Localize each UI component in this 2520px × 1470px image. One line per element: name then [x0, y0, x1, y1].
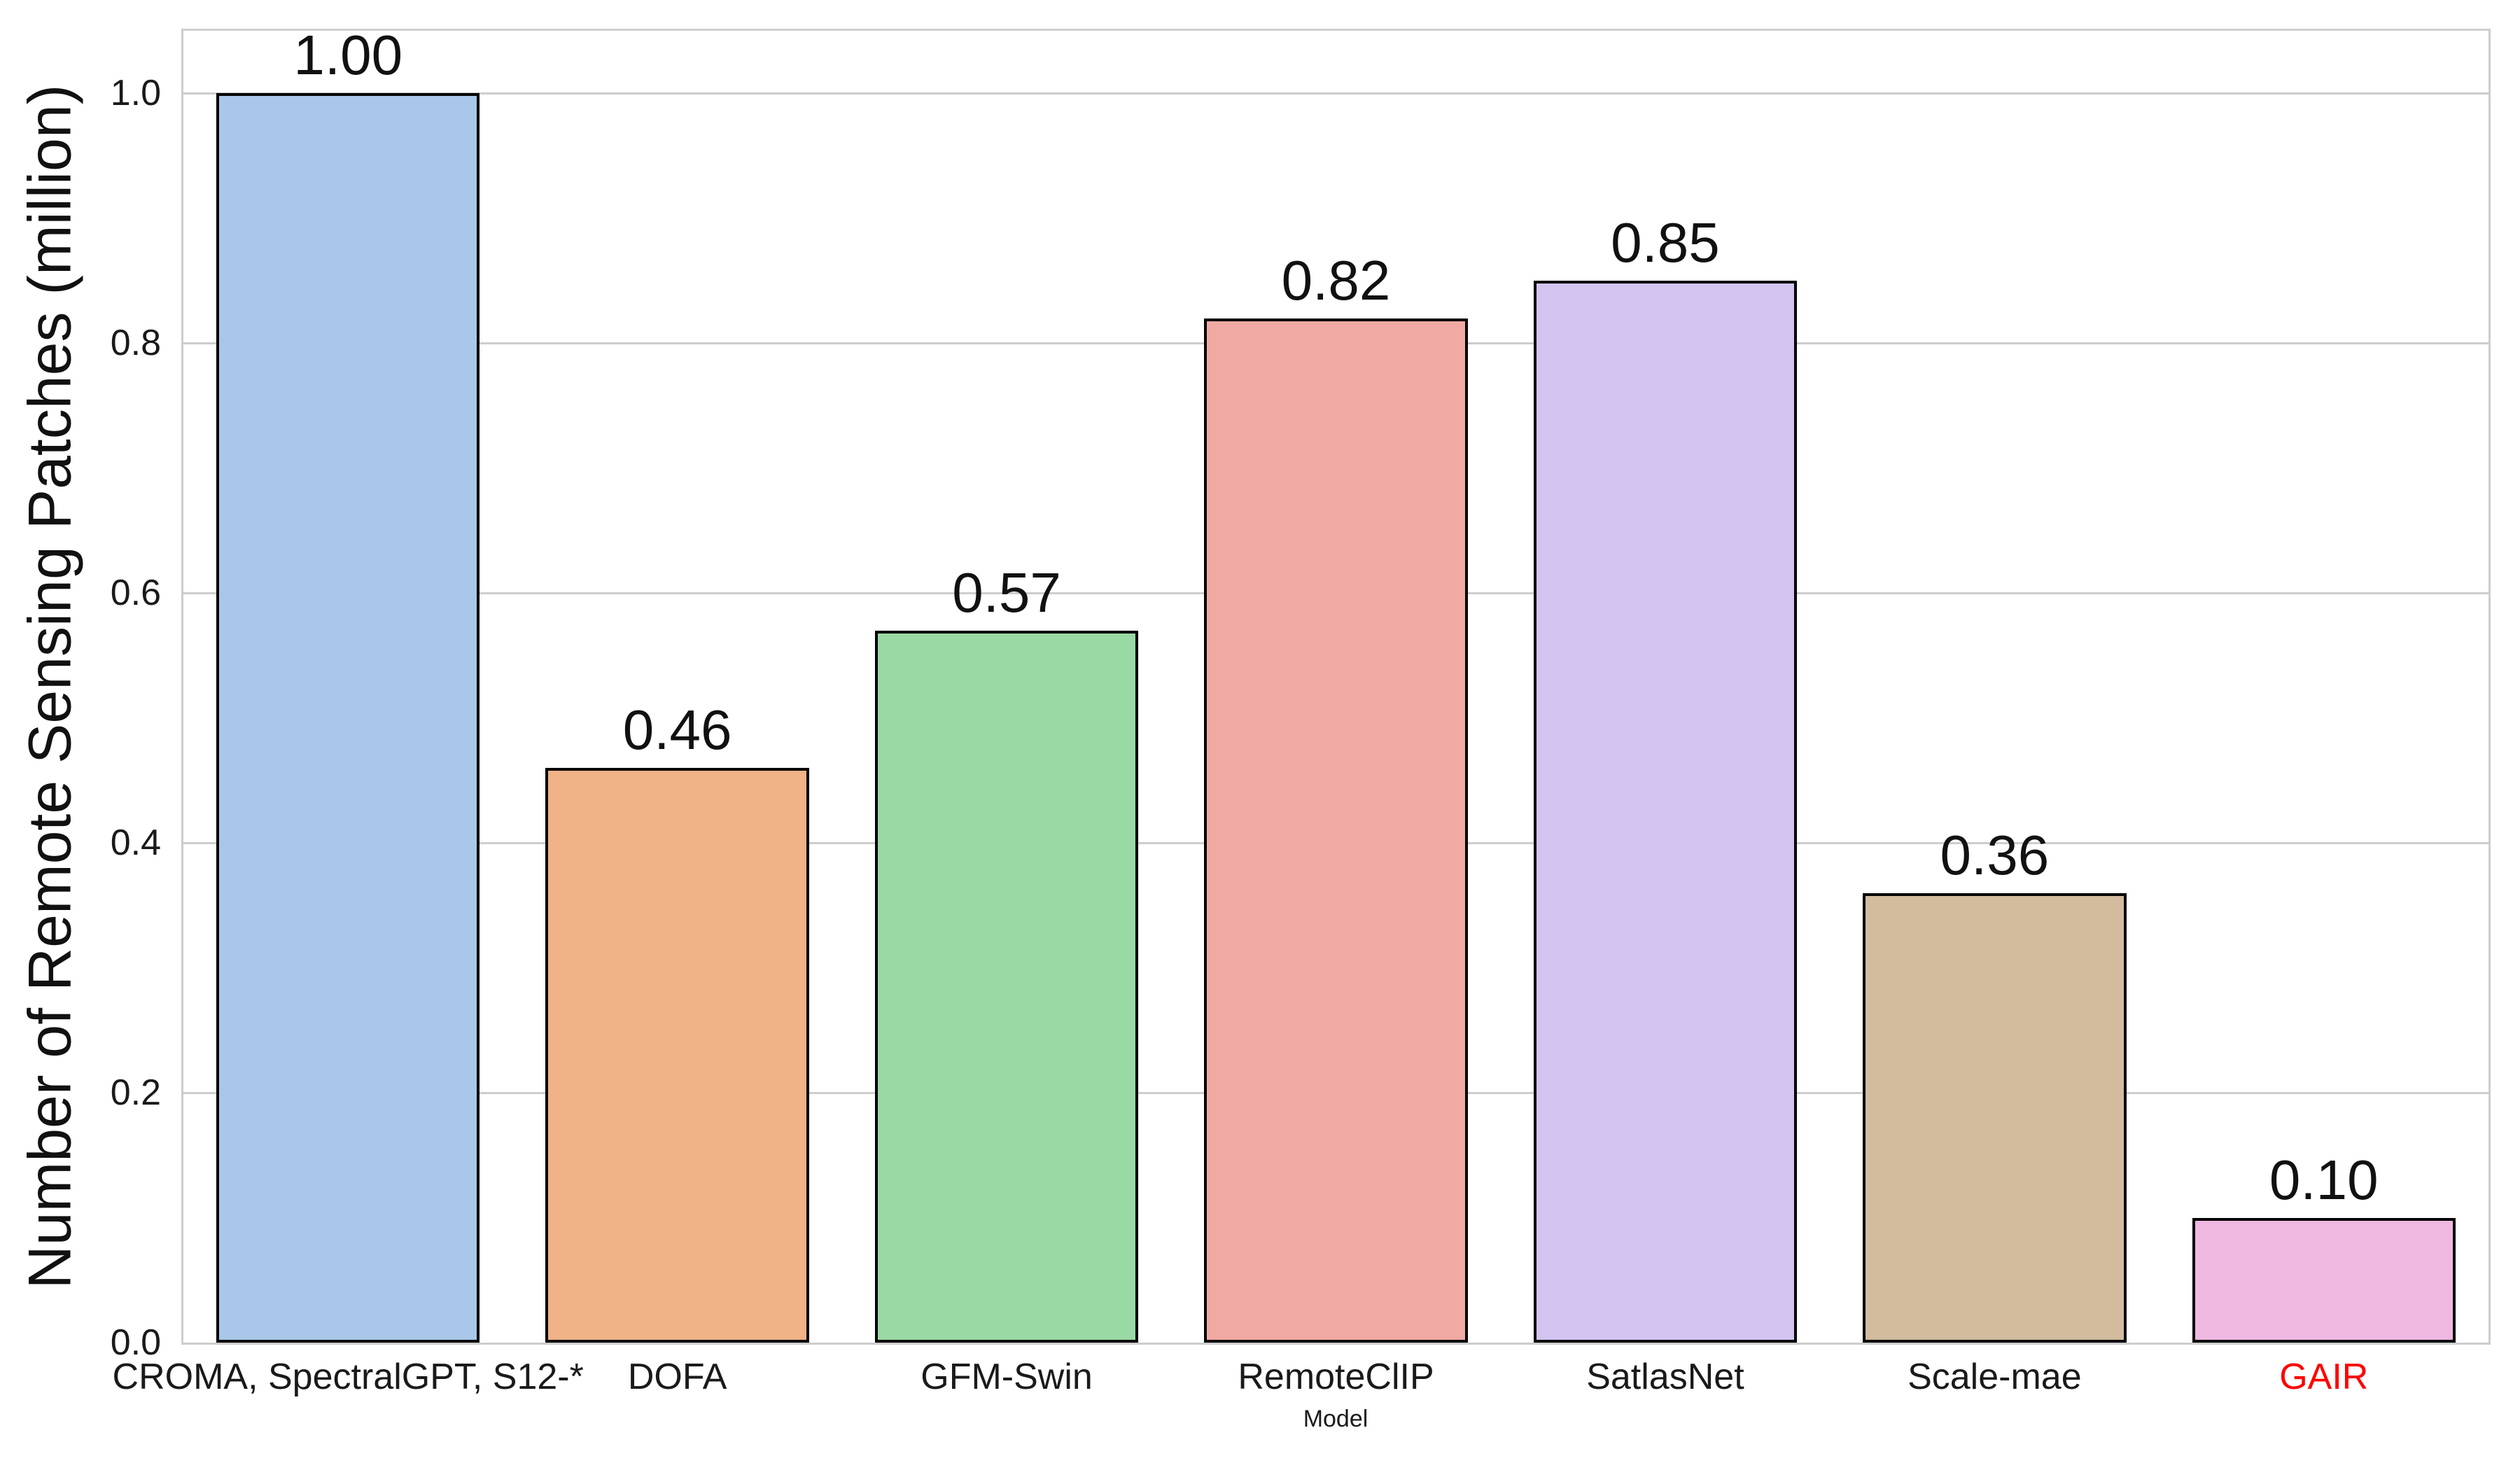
y-tick-label: 0.8 [110, 323, 161, 364]
y-tick-label: 1.0 [110, 73, 161, 114]
x-axis-label: Model [1303, 1406, 1368, 1432]
x-tick-label: DOFA [627, 1357, 727, 1397]
bar [1204, 318, 1468, 1343]
bar [216, 93, 480, 1343]
x-tick-label: SatlasNet [1586, 1357, 1744, 1397]
x-tick-label: Scale-mae [1907, 1357, 2082, 1397]
bar [874, 630, 1139, 1343]
bar [1533, 280, 1798, 1343]
bar-value-label: 1.00 [293, 24, 403, 87]
bar-value-label: 0.85 [1611, 211, 1720, 274]
x-tick-label: CROMA, SpectralGPT, S12-* [112, 1357, 584, 1397]
y-tick-label: 0.4 [110, 822, 161, 864]
bar-value-label: 0.57 [952, 561, 1061, 624]
bar-value-label: 0.46 [622, 699, 732, 762]
x-tick-label: RemoteClIP [1238, 1357, 1434, 1397]
bar-value-label: 0.36 [1940, 823, 2050, 886]
y-tick-label: 0.2 [110, 1072, 161, 1114]
bar [1863, 892, 2127, 1343]
gridline [183, 92, 2488, 94]
bar-value-label: 0.82 [1281, 248, 1391, 312]
x-tick-label: GFM-Swin [920, 1357, 1093, 1397]
bar-value-label: 0.10 [2269, 1148, 2379, 1211]
bar [2192, 1217, 2456, 1343]
plot-area: 1.00 0.46 0.57 0.82 0.85 0.36 0.10 [183, 27, 2488, 1343]
bar [545, 768, 809, 1343]
y-tick-label: 0.6 [110, 573, 161, 614]
x-tick-label: GAIR [2279, 1357, 2369, 1397]
y-tick-label: 0.0 [110, 1322, 161, 1363]
